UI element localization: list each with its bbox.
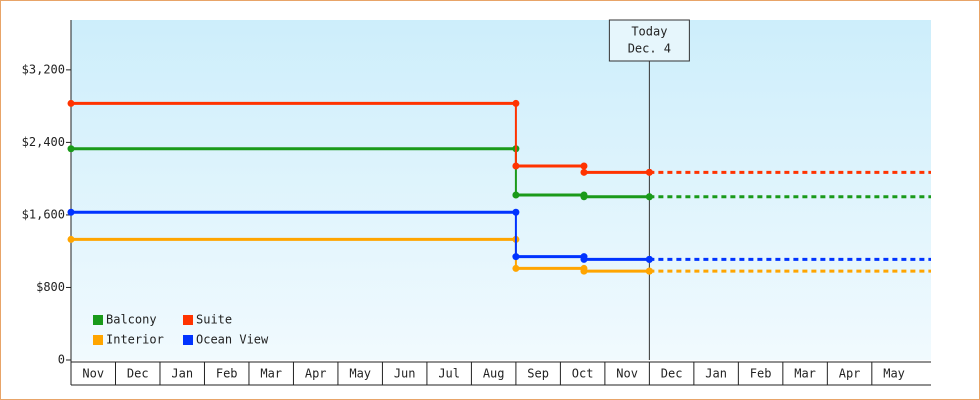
legend-swatch [183, 315, 193, 325]
x-tick-label: Sep [527, 367, 549, 381]
y-tick-label: $3,200 [22, 62, 65, 76]
x-tick-label: Feb [216, 367, 238, 381]
point [67, 145, 75, 153]
legend-swatch [93, 335, 103, 345]
y-tick-label: $1,600 [22, 207, 65, 221]
y-tick-label: 0 [58, 353, 65, 367]
legend-swatch [183, 335, 193, 345]
legend-label: Balcony [106, 313, 157, 327]
point [512, 208, 520, 216]
x-tick-label: May [883, 367, 905, 381]
point [645, 193, 653, 201]
x-tick-label: Mar [260, 367, 282, 381]
x-tick-label: Dec [661, 367, 683, 381]
legend-swatch [93, 315, 103, 325]
point [512, 162, 520, 170]
x-tick-label: May [349, 367, 371, 381]
y-tick-label: $800 [36, 280, 65, 294]
x-tick-label: Jan [705, 367, 727, 381]
point [580, 193, 588, 201]
point [645, 255, 653, 263]
legend-label: Ocean View [196, 333, 269, 347]
point [512, 264, 520, 272]
x-tick-label: Jul [438, 367, 460, 381]
point [512, 191, 520, 199]
today-label: Dec. 4 [628, 42, 671, 56]
x-tick-label: Jan [171, 367, 193, 381]
legend-label: Interior [106, 333, 164, 347]
today-box [608, 19, 690, 62]
point [580, 255, 588, 263]
point [580, 267, 588, 275]
today-label: Today [631, 25, 667, 39]
x-tick-label: Dec [127, 367, 149, 381]
x-tick-label: Nov [616, 367, 638, 381]
x-tick-label: Jun [394, 367, 416, 381]
point [580, 162, 588, 170]
x-tick-label: Apr [839, 367, 861, 381]
point [645, 267, 653, 275]
point [67, 99, 75, 107]
x-tick-label: Apr [305, 367, 327, 381]
point [512, 253, 520, 261]
x-tick-label: Aug [483, 367, 505, 381]
point [67, 235, 75, 243]
x-tick-label: Mar [794, 367, 816, 381]
legend-label: Suite [196, 313, 232, 327]
point [645, 168, 653, 176]
point [67, 208, 75, 216]
x-tick-label: Feb [750, 367, 772, 381]
x-tick-label: Oct [572, 367, 594, 381]
plot-area [71, 20, 931, 360]
y-tick-label: $2,400 [22, 135, 65, 149]
x-tick-label: Nov [82, 367, 104, 381]
point [580, 168, 588, 176]
point [512, 99, 520, 107]
